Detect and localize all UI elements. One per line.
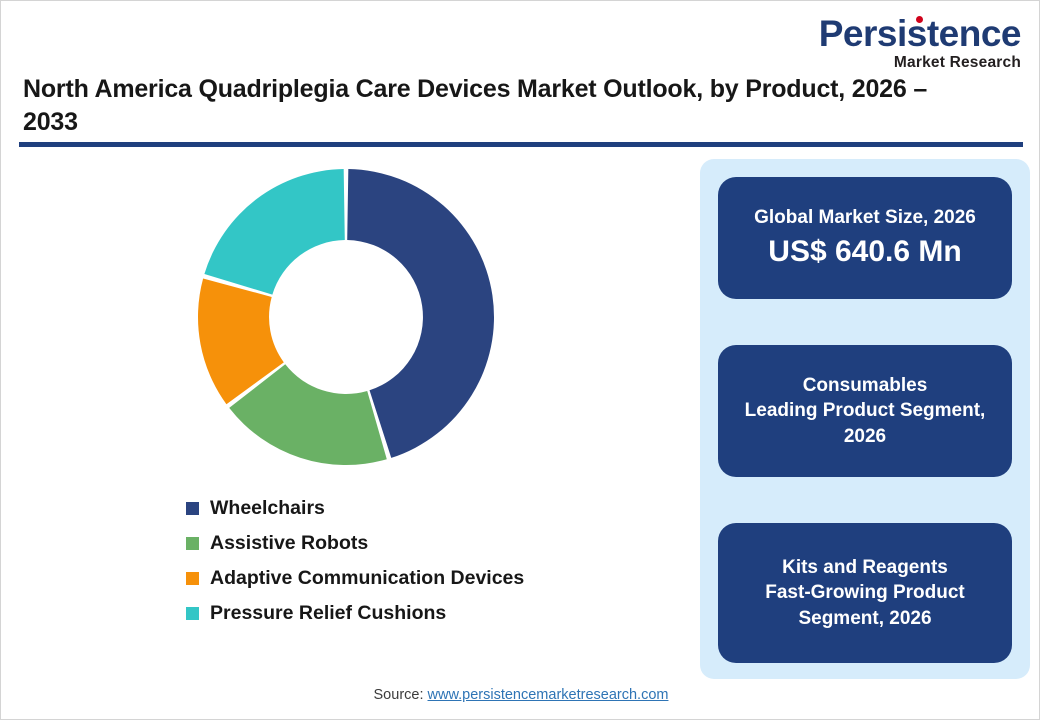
stat-card-value: US$ 640.6 Mn <box>768 234 962 268</box>
stat-card-label: Global Market Size, 2026 <box>754 206 976 228</box>
brand-logo: Persistence Market Research <box>819 15 1022 71</box>
stat-card-market-size[interactable]: Global Market Size, 2026 US$ 640.6 Mn <box>718 177 1012 299</box>
legend-swatch-icon <box>186 537 199 550</box>
donut-chart: Wheelchairs: 45.3%Assistive Robots: 19.4… <box>196 167 496 467</box>
source-note: Source: www.persistencemarketresearch.co… <box>1 687 1040 703</box>
legend-label: Adaptive Communication Devices <box>210 567 525 589</box>
stat-card-fast-growing-segment[interactable]: Kits and Reagents Fast-Growing Product S… <box>718 523 1012 663</box>
donut-slice[interactable]: Pressure Relief Cushions: 20.6% <box>204 169 345 295</box>
legend-swatch-icon <box>186 502 199 515</box>
stat-card-label-line2: 2026 <box>843 425 887 447</box>
chart-legend: Wheelchairs Assistive Robots Adaptive Co… <box>186 497 666 637</box>
stat-card-label-line1: Fast-Growing Product <box>765 582 965 604</box>
legend-swatch-icon <box>186 607 199 620</box>
donut-slice[interactable]: Adaptive Communication Devices: 14.7% <box>198 278 284 405</box>
legend-item-pressure-relief-cushions[interactable]: Pressure Relief Cushions <box>186 602 666 625</box>
legend-label: Wheelchairs <box>210 497 325 519</box>
logo-wordmark: Persistence <box>819 15 1022 52</box>
legend-label: Assistive Robots <box>210 532 369 554</box>
legend-label: Pressure Relief Cushions <box>210 602 447 624</box>
stat-card-label-line2: Segment, 2026 <box>798 607 932 629</box>
logo-tagline: Market Research <box>893 54 1021 71</box>
legend-item-wheelchairs[interactable]: Wheelchairs <box>186 497 666 520</box>
source-prefix: Source: <box>373 687 428 703</box>
donut-slice[interactable]: Assistive Robots: 19.4% <box>229 364 387 465</box>
stats-panel: Global Market Size, 2026 US$ 640.6 Mn Co… <box>700 159 1030 679</box>
stat-card-value: Kits and Reagents <box>782 556 948 578</box>
chart-area: Wheelchairs: 45.3%Assistive Robots: 19.4… <box>31 159 681 659</box>
page-title-text: North America Quadriplegia Care Devices … <box>23 75 928 136</box>
legend-item-adaptive-communication-devices[interactable]: Adaptive Communication Devices <box>186 567 666 590</box>
stat-card-value: Consumables <box>802 374 928 396</box>
donut-slice[interactable]: Wheelchairs: 45.3% <box>347 169 495 458</box>
stat-card-label-line1: Leading Product Segment, <box>744 400 986 422</box>
donut-chart-svg: Wheelchairs: 45.3%Assistive Robots: 19.4… <box>198 169 495 465</box>
title-divider <box>19 142 1023 147</box>
source-link[interactable]: www.persistencemarketresearch.com <box>427 687 669 703</box>
legend-swatch-icon <box>186 572 199 585</box>
page-title: North America Quadriplegia Care Devices … <box>23 73 983 139</box>
logo-dot-icon <box>915 16 923 23</box>
legend-item-assistive-robots[interactable]: Assistive Robots <box>186 532 666 555</box>
stat-card-leading-segment[interactable]: Consumables Leading Product Segment, 202… <box>718 345 1012 477</box>
